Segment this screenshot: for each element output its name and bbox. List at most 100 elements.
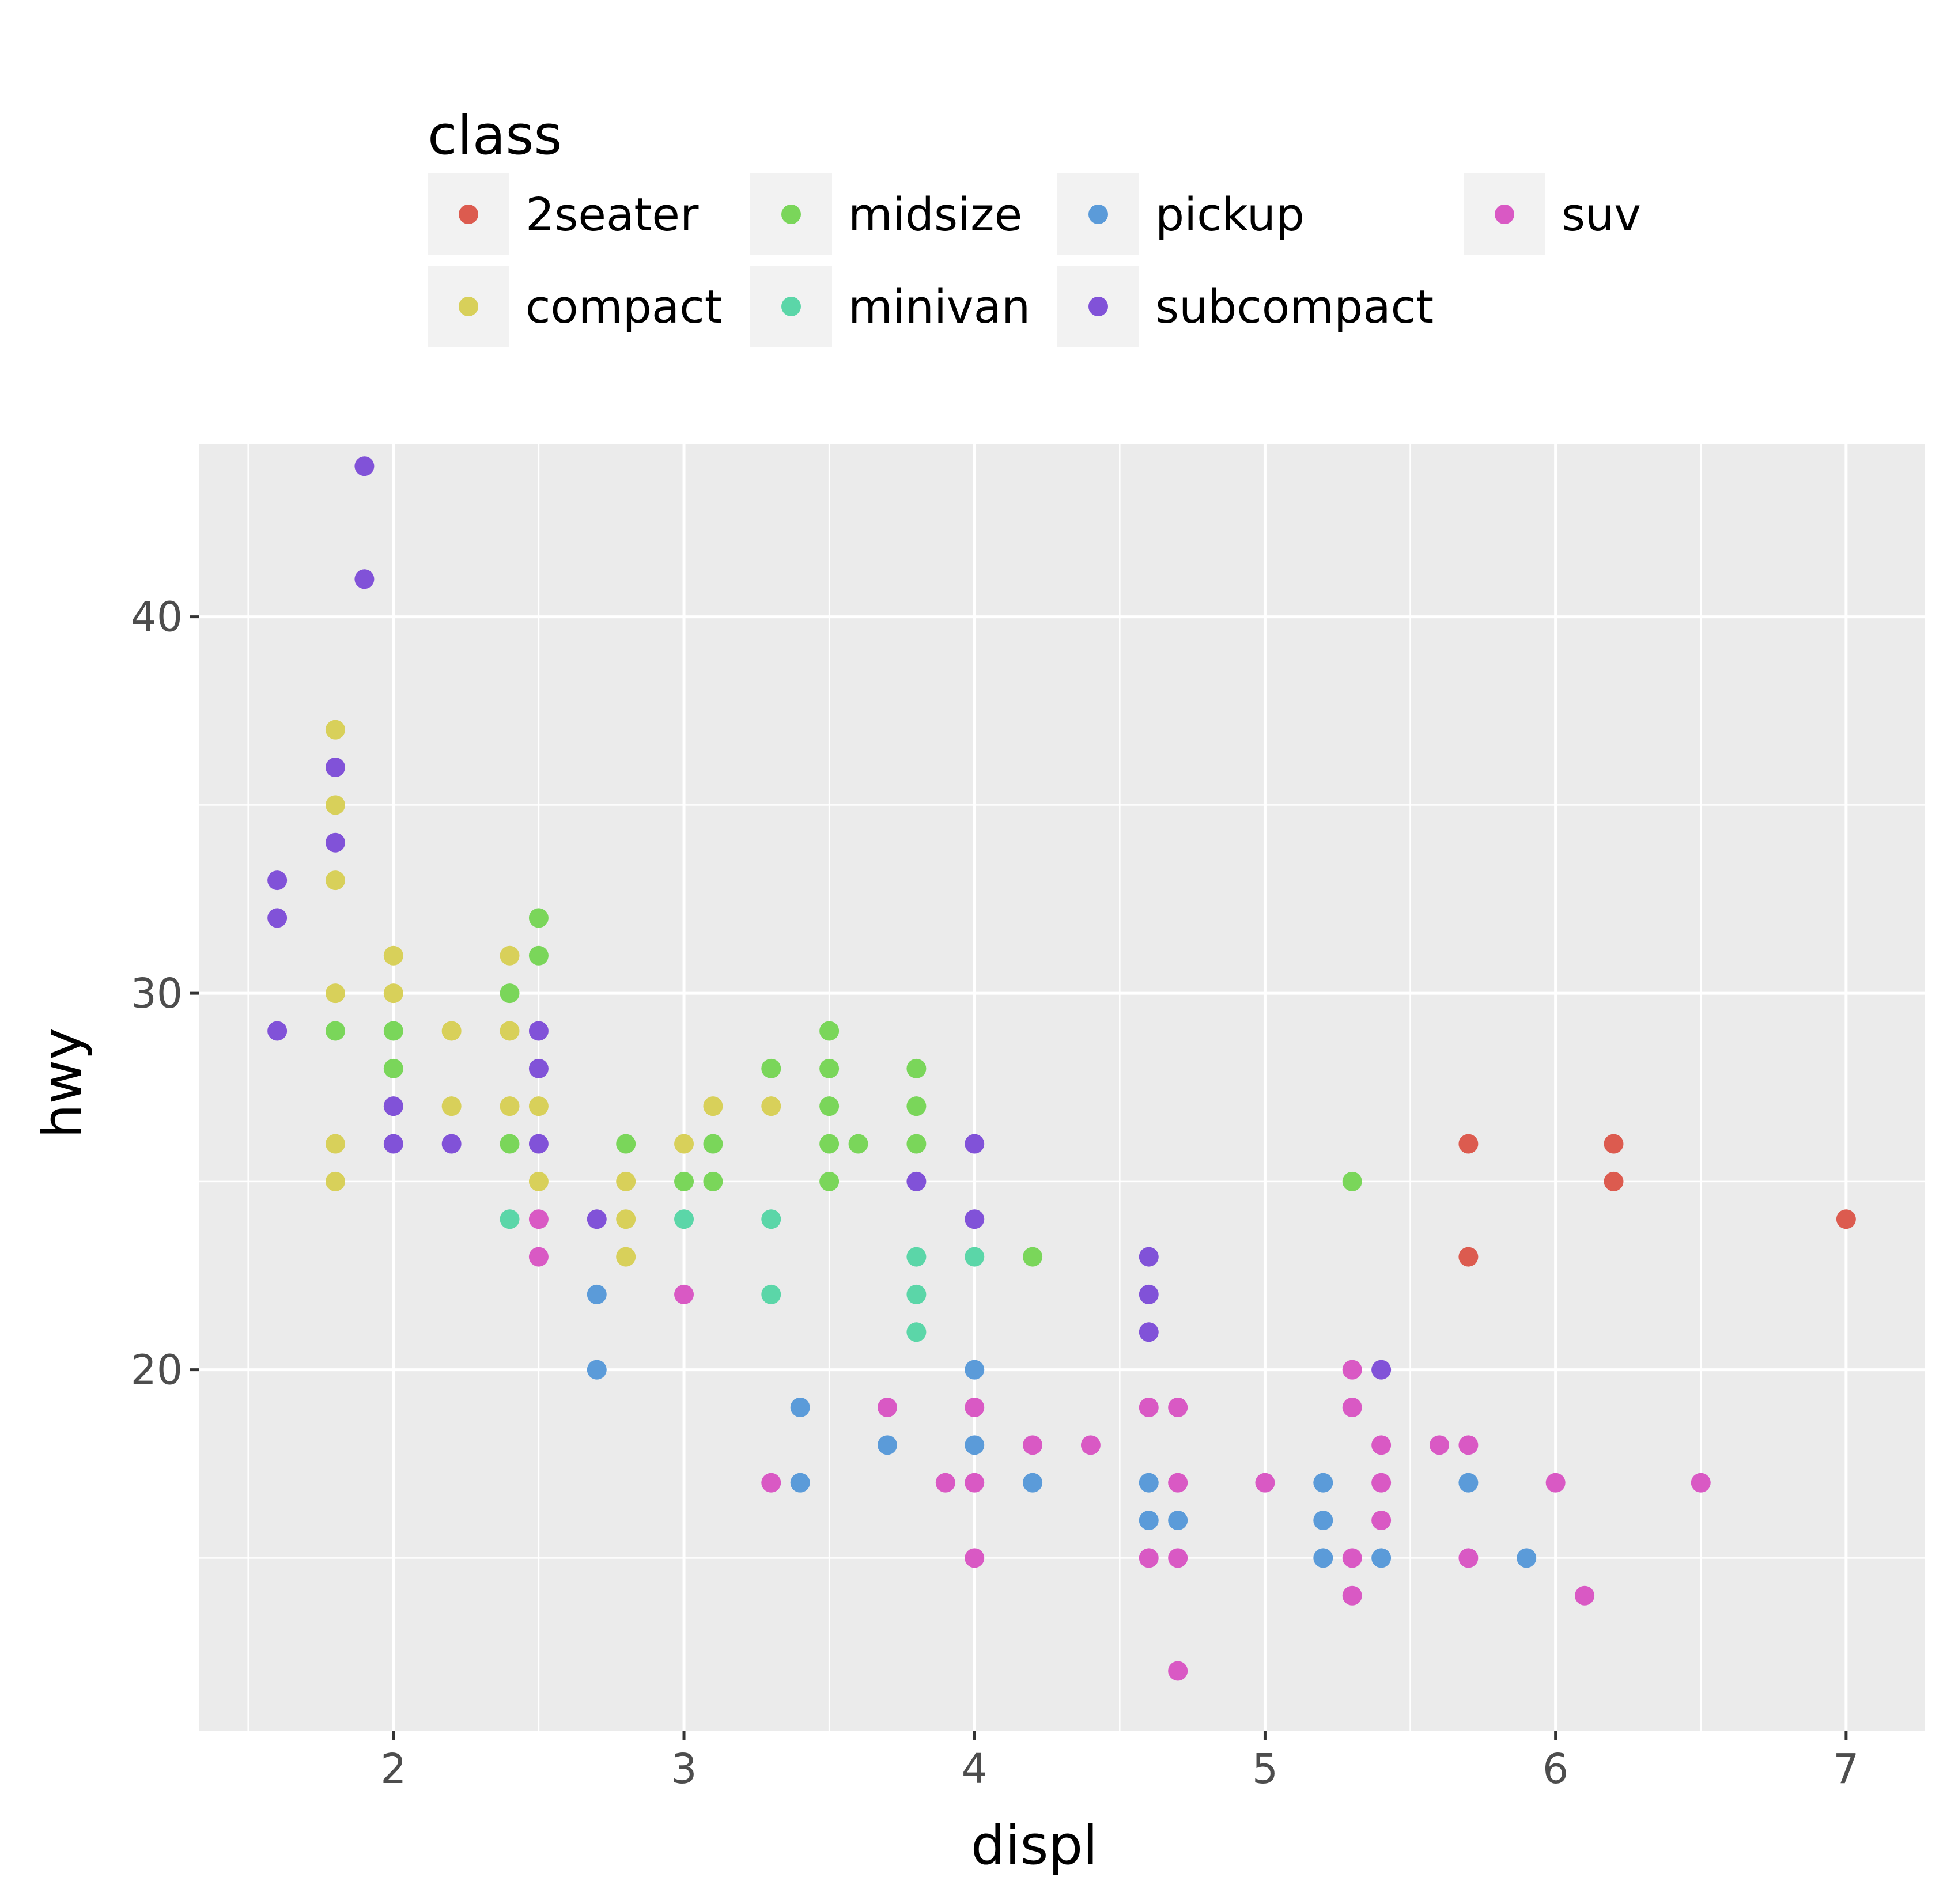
x-axis: 2 3 4 5 6 7	[380, 1731, 1859, 1793]
point-pickup	[1313, 1511, 1333, 1531]
point-midsize	[906, 1134, 927, 1154]
point-subcompact	[1139, 1247, 1159, 1267]
legend-marker-suv	[1495, 205, 1514, 224]
point-subcompact	[965, 1134, 985, 1154]
legend-marker-pickup	[1088, 205, 1108, 224]
point-suv	[1168, 1661, 1188, 1681]
y-tick-label: 30	[131, 970, 183, 1017]
legend-label-minivan: minivan	[848, 281, 1030, 334]
point-pickup	[1313, 1473, 1333, 1493]
point-pickup	[1371, 1548, 1392, 1568]
point-suv	[1023, 1435, 1043, 1455]
point-suv	[1168, 1548, 1188, 1568]
point-compact	[616, 1209, 636, 1229]
point-minivan	[761, 1284, 781, 1304]
point-midsize	[703, 1171, 723, 1191]
x-tick-label: 3	[671, 1745, 697, 1793]
point-minivan	[906, 1322, 927, 1342]
point-midsize	[674, 1171, 694, 1191]
point-midsize	[1342, 1171, 1362, 1191]
x-axis-title: displ	[971, 1814, 1098, 1877]
point-pickup	[877, 1435, 897, 1455]
point-2seater	[1836, 1209, 1856, 1229]
point-compact	[325, 1171, 345, 1191]
point-suv	[965, 1548, 985, 1568]
point-suv	[761, 1473, 781, 1493]
point-suv	[528, 1247, 549, 1267]
point-midsize	[528, 908, 549, 928]
point-suv	[1545, 1473, 1566, 1493]
point-minivan	[906, 1284, 927, 1304]
legend-marker-subcompact	[1088, 297, 1108, 316]
y-axis: 20 30 40	[131, 593, 199, 1394]
point-suv	[528, 1209, 549, 1229]
point-suv	[1342, 1397, 1362, 1417]
point-compact	[528, 1096, 549, 1116]
point-suv	[1080, 1435, 1101, 1455]
point-compact	[616, 1247, 636, 1267]
point-suv	[1575, 1585, 1595, 1606]
legend-marker-minivan	[781, 297, 801, 316]
point-suv	[1371, 1473, 1392, 1493]
point-subcompact	[528, 1058, 549, 1078]
point-2seater	[1458, 1247, 1479, 1267]
point-pickup	[1139, 1473, 1159, 1493]
point-suv	[1168, 1397, 1188, 1417]
point-minivan	[761, 1209, 781, 1229]
point-subcompact	[267, 908, 288, 928]
point-midsize	[383, 1021, 403, 1041]
point-midsize	[819, 1134, 840, 1154]
point-subcompact	[1139, 1322, 1159, 1342]
point-suv	[1371, 1435, 1392, 1455]
point-subcompact	[906, 1171, 927, 1191]
point-midsize	[819, 1171, 840, 1191]
point-subcompact	[267, 1021, 288, 1041]
point-minivan	[965, 1247, 985, 1267]
point-subcompact	[528, 1021, 549, 1041]
x-tick-label: 5	[1252, 1745, 1278, 1793]
point-subcompact	[383, 1134, 403, 1154]
point-suv	[965, 1473, 985, 1493]
point-pickup	[1023, 1473, 1043, 1493]
legend-marker-midsize	[781, 205, 801, 224]
point-suv	[1139, 1548, 1159, 1568]
point-subcompact	[325, 832, 345, 853]
point-pickup	[1139, 1511, 1159, 1531]
point-midsize	[848, 1134, 868, 1154]
point-midsize	[819, 1096, 840, 1116]
point-suv	[1139, 1397, 1159, 1417]
point-suv	[1371, 1511, 1392, 1531]
x-tick-label: 6	[1543, 1745, 1568, 1793]
y-tick-label: 20	[131, 1346, 183, 1394]
point-midsize	[1023, 1247, 1043, 1267]
point-midsize	[703, 1134, 723, 1154]
point-compact	[761, 1096, 781, 1116]
point-suv	[1255, 1473, 1275, 1493]
point-compact	[500, 945, 520, 966]
point-suv	[965, 1397, 985, 1417]
point-suv	[935, 1473, 955, 1493]
point-suv	[1458, 1435, 1479, 1455]
point-subcompact	[965, 1209, 985, 1229]
point-midsize	[500, 1134, 520, 1154]
point-subcompact	[441, 1134, 462, 1154]
point-pickup	[1517, 1548, 1537, 1568]
legend-label-pickup: pickup	[1155, 188, 1305, 241]
point-pickup	[1313, 1548, 1333, 1568]
point-pickup	[790, 1473, 810, 1493]
y-tick-label: 40	[131, 593, 183, 641]
point-midsize	[819, 1058, 840, 1078]
point-suv	[1429, 1435, 1449, 1455]
point-suv	[1342, 1585, 1362, 1606]
point-suv	[1342, 1360, 1362, 1380]
point-subcompact	[528, 1134, 549, 1154]
point-suv	[877, 1397, 897, 1417]
point-subcompact	[587, 1209, 607, 1229]
point-suv	[1691, 1473, 1711, 1493]
point-suv	[1168, 1473, 1188, 1493]
point-minivan	[500, 1209, 520, 1229]
point-midsize	[906, 1058, 927, 1078]
legend-label-midsize: midsize	[848, 188, 1022, 241]
legend-marker-2seater	[459, 205, 478, 224]
